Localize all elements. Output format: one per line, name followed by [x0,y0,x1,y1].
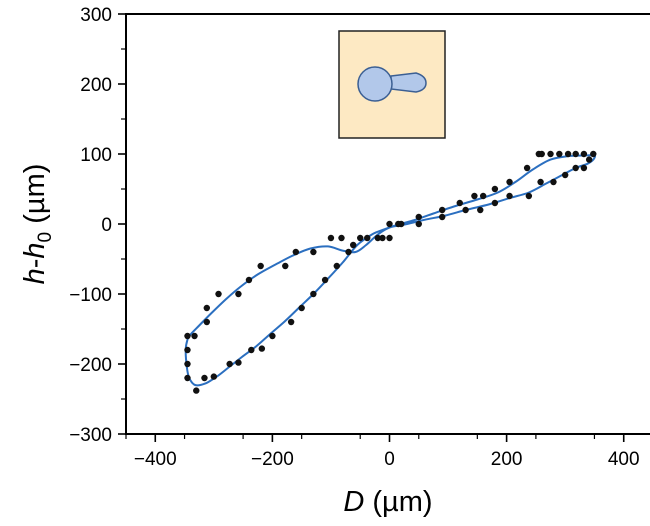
data-point [269,332,276,340]
data-point [258,345,266,352]
data-point [580,150,588,158]
data-point [572,164,579,172]
data-point [226,360,233,368]
x-axis-variable: D [343,486,364,518]
plot-frame [125,13,650,435]
y-axis-variable-h: h [19,268,51,284]
data-point [491,185,499,193]
data-point [235,359,242,366]
y-axis-variable-h0: h [19,242,51,258]
data-point [184,332,191,340]
data-point [561,171,569,179]
plot-data [184,150,597,394]
y-tick-label: 300 [80,5,112,26]
y-tick-label: 100 [80,145,112,166]
data-point [379,234,386,242]
data-point [374,234,381,242]
data-point [572,150,579,158]
data-point [564,150,572,158]
droplet-body-icon [357,66,393,102]
data-point [386,234,393,242]
data-point [235,290,242,298]
data-point [310,290,317,298]
y-axis-subscript: 0 [35,232,56,243]
data-point [327,234,335,242]
data-point [590,150,597,158]
data-point [201,374,208,382]
droplet-with-neck-icon [390,72,427,93]
data-point [415,213,422,221]
data-point [491,199,499,207]
data-point [184,374,191,382]
y-tick-label: −100 [69,285,112,306]
data-point [292,248,300,256]
x-tick-label: −200 [251,449,294,470]
data-point [462,206,469,214]
tick-labels: −400 −200 0 200 400 −300 −200 −100 0 100 200 300 [69,5,639,470]
y-axis-title: h-h0 (µm) [19,164,56,285]
data-point [506,178,513,186]
data-point [477,206,484,214]
data-point [538,150,545,158]
data-point [248,346,255,354]
data-point [203,318,211,326]
x-axis-title: D (µm) [343,486,432,518]
data-point [193,387,200,394]
data-point [310,248,317,256]
data-point [333,262,340,270]
y-tick-label: −200 [69,355,112,376]
data-point [321,276,329,284]
data-point [245,276,253,284]
data-point [357,234,364,242]
data-point [585,156,593,163]
y-axis-dash: - [19,259,51,269]
data-point [537,178,544,186]
data-point [184,346,191,354]
data-point [215,290,222,298]
data-point [456,199,463,207]
data-point [386,220,393,228]
data-point [547,150,554,158]
data-point [210,373,218,380]
fitted-curve [184,154,596,387]
x-axis-unit: (µm) [364,486,432,518]
y-tick-label: 0 [101,215,112,236]
data-point [471,192,478,200]
data-point [345,248,352,256]
data-point [415,220,422,228]
data-point [191,332,198,340]
data-point [550,178,557,186]
data-point [439,213,446,221]
data-point [298,304,305,312]
y-tick-label: 200 [80,75,112,96]
x-tick-label: 400 [608,449,640,470]
data-point [525,192,533,200]
x-tick-label: 0 [384,449,395,470]
data-point [479,192,487,200]
data-point [287,318,295,326]
data-point [349,241,357,249]
data-point [364,234,371,242]
data-point [184,360,191,368]
data-point [439,206,446,214]
data-point [203,304,211,312]
data-point [580,164,588,172]
data-point [395,220,402,228]
y-axis-unit: (µm) [19,164,51,232]
x-tick-label: −400 [134,449,177,470]
data-point [556,150,563,158]
data-point [506,192,513,200]
data-point [282,262,289,270]
data-point [257,262,264,270]
x-tick-label: 200 [491,449,523,470]
data-point [523,164,531,172]
inset-droplet [338,30,446,139]
data-point [338,234,345,242]
y-tick-label: −300 [69,425,112,446]
